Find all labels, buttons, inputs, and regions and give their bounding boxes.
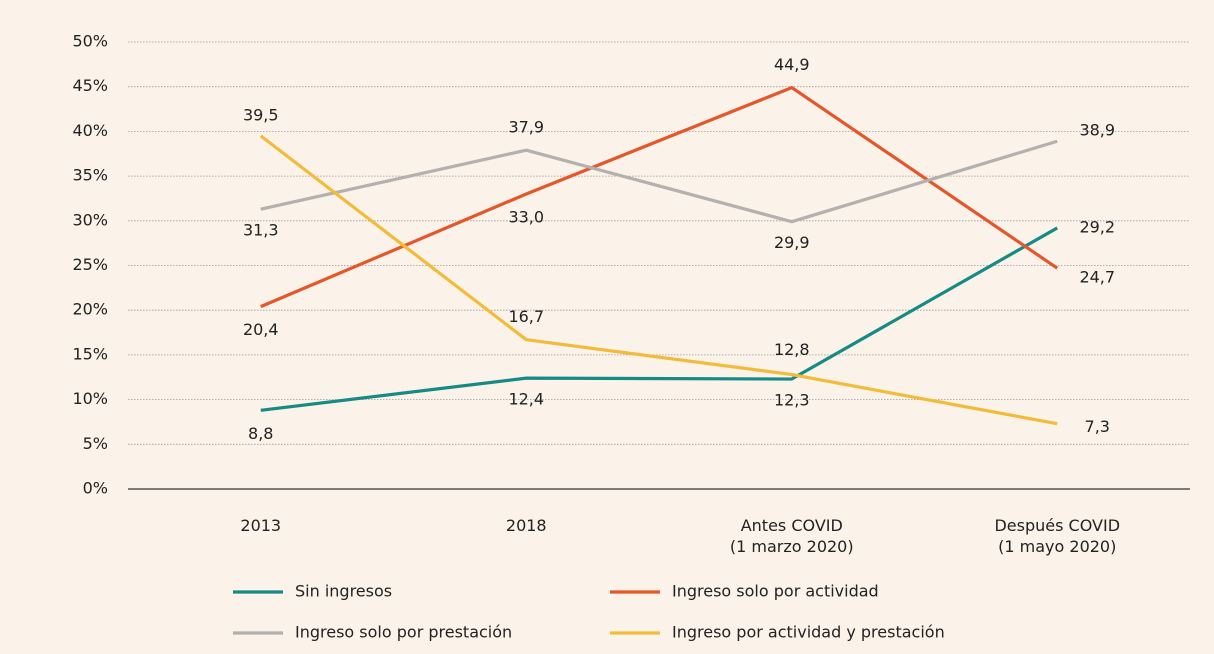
y-tick-label: 10% <box>72 389 108 408</box>
data-label: 16,7 <box>508 307 544 326</box>
data-label: 31,3 <box>243 221 279 240</box>
x-tick-label: Antes COVID (1 marzo 2020) <box>729 516 854 556</box>
data-label: 12,4 <box>508 390 544 409</box>
y-tick-label: 25% <box>72 255 108 274</box>
series-line <box>260 226 1059 412</box>
data-label: 33,0 <box>508 207 544 226</box>
y-tick-label: 40% <box>72 121 108 140</box>
y-tick-label: 20% <box>72 300 108 319</box>
y-tick-label: 50% <box>72 32 108 51</box>
series-line <box>259 134 1058 426</box>
data-label: 29,2 <box>1079 217 1115 236</box>
legend-label: Sin ingresos <box>295 582 392 601</box>
data-label: 29,9 <box>774 233 810 252</box>
x-tick-label: 2018 <box>505 516 547 535</box>
data-label: 39,5 <box>243 105 279 124</box>
data-label: 12,3 <box>774 391 810 410</box>
y-tick-label: 30% <box>72 210 108 229</box>
data-label: 37,9 <box>508 118 544 137</box>
data-label: 8,8 <box>248 424 273 443</box>
data-label: 7,3 <box>1085 417 1110 436</box>
legend-label: Ingreso solo por actividad <box>672 582 879 601</box>
series-line <box>260 139 1058 224</box>
legend-label: Ingreso solo por prestación <box>295 623 512 642</box>
data-label: 12,8 <box>774 340 810 359</box>
y-tick-label: 15% <box>72 344 108 363</box>
series-line <box>260 85 1059 309</box>
legend-label: Ingreso por actividad y prestación <box>672 623 945 642</box>
data-label: 20,4 <box>243 320 279 339</box>
y-tick-label: 0% <box>83 479 108 498</box>
data-label: 38,9 <box>1079 121 1115 140</box>
y-tick-label: 35% <box>72 166 108 185</box>
data-label: 24,7 <box>1079 268 1115 287</box>
x-tick-label: 2013 <box>240 516 282 535</box>
y-tick-label: 45% <box>72 76 108 95</box>
data-label: 44,9 <box>774 55 810 74</box>
x-tick-label: Después COVID (1 mayo 2020) <box>994 516 1121 556</box>
y-tick-label: 5% <box>83 434 108 453</box>
